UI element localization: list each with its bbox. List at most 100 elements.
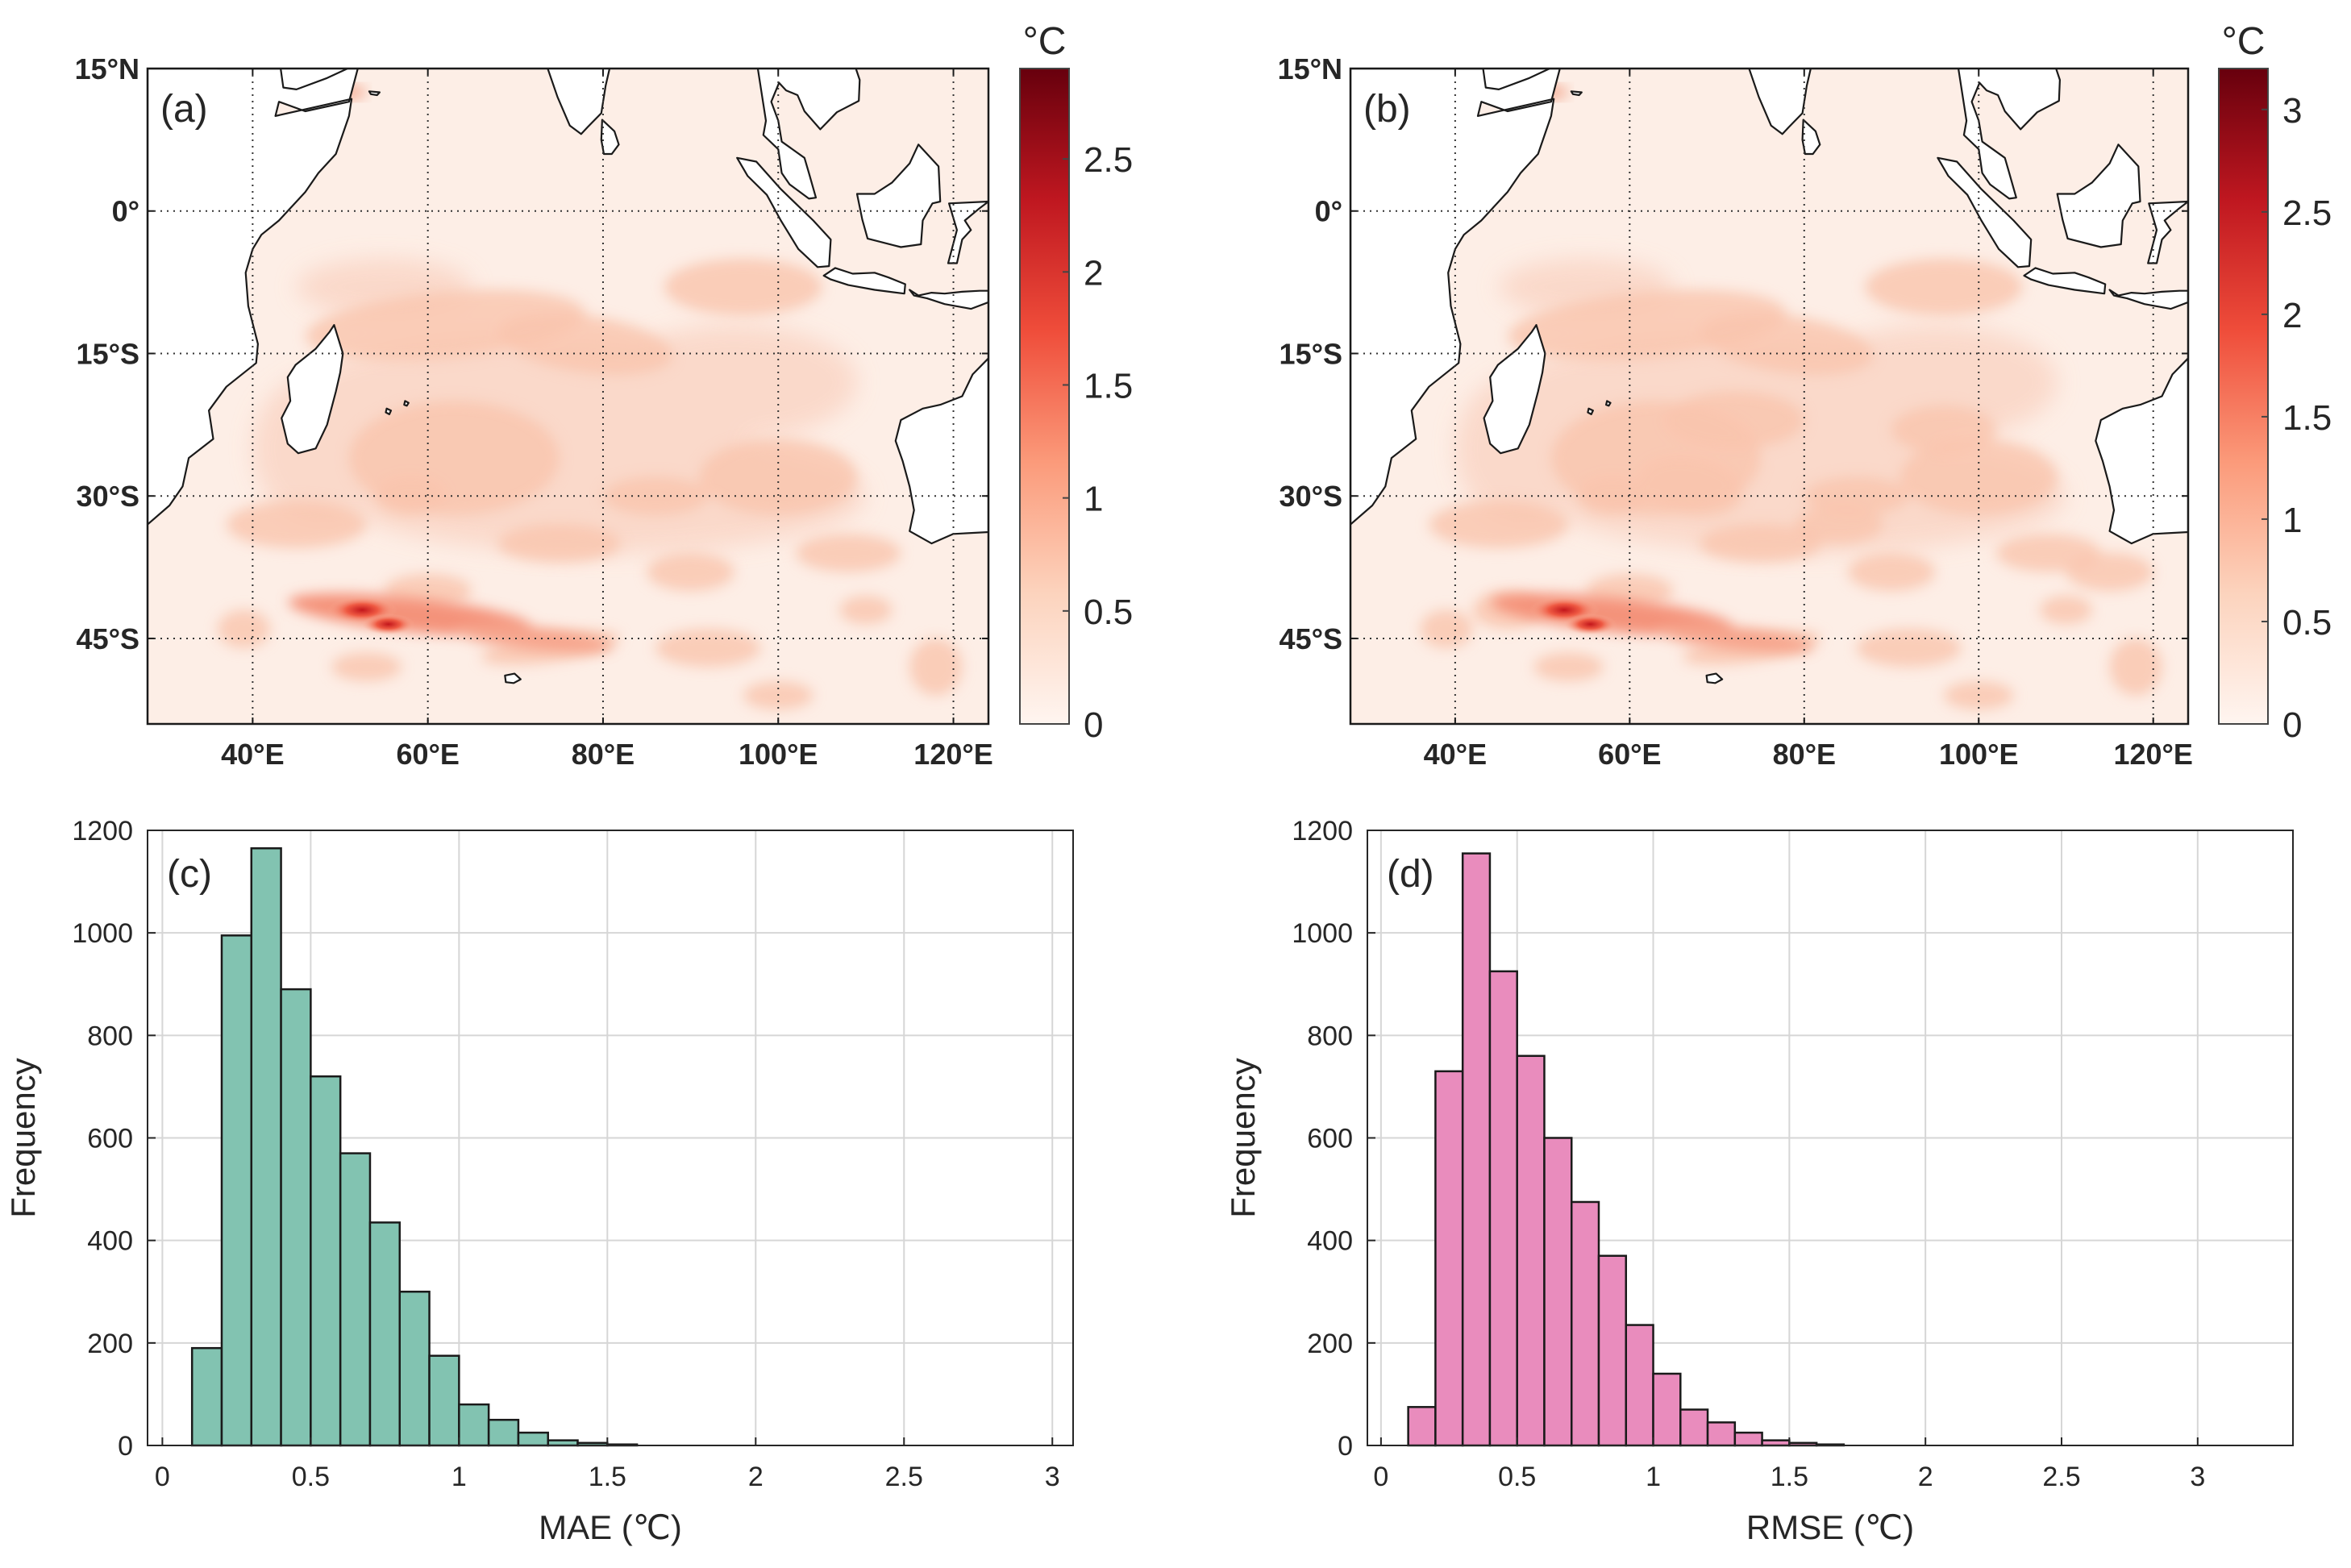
histogram-bar	[190, 1346, 223, 1447]
x-tick-label: 2	[748, 1462, 764, 1492]
histogram-bar	[1679, 1408, 1709, 1447]
land-australia	[894, 357, 988, 545]
map-panel-b: 40°E 60°E 80°E 100°E 120°E 15°N 0° 15°S 30°S 45°S…	[1278, 20, 2332, 771]
colorbar-tick-label: 2	[2282, 296, 2302, 335]
histogram-bar	[250, 847, 282, 1447]
panel-label: (d)	[1387, 853, 1434, 896]
error-patch	[1577, 476, 1647, 515]
agulhas-maximum	[362, 613, 415, 635]
land-africa	[148, 69, 359, 526]
agulhas-maximum	[1564, 613, 1617, 635]
histogram-bar	[1516, 1054, 1546, 1447]
y-tick-label: 200	[1307, 1329, 1353, 1359]
land	[148, 69, 988, 684]
x-axis-label: RMSE (℃)	[1746, 1508, 1914, 1546]
error-patch	[1638, 456, 1743, 517]
x-tick-label: 1	[451, 1462, 467, 1492]
histogram-bar	[368, 1221, 402, 1447]
lat-tick-label: 15°S	[77, 337, 139, 370]
error-patch	[1664, 391, 1804, 449]
y-tick-label: 800	[87, 1021, 133, 1051]
land-java	[822, 267, 906, 295]
lon-tick-label: 40°E	[221, 738, 284, 771]
lon-tick-label: 60°E	[1598, 738, 1661, 771]
histogram-bar	[1652, 1372, 1682, 1447]
land-sulawesi	[2147, 200, 2188, 264]
map-panel-a: 40°E 60°E 80°E 100°E 120°E 15°N 0° 15°S 30°S 45°S…	[75, 20, 1134, 771]
histogram-bar	[1597, 1254, 1628, 1447]
land	[1350, 69, 2188, 684]
lat-tick-label: 0°	[1315, 195, 1342, 228]
colorbar: 0 0.5 1 1.5 2 2.5 3 °C	[2218, 20, 2332, 745]
colorbar-tick-label: 1.5	[1084, 366, 1133, 406]
map-content	[1350, 69, 2188, 724]
land-reunion	[1587, 407, 1595, 416]
land-srilanka	[600, 119, 620, 156]
histogram-panel-c: 0 0.5 1 1.5 2 2.5 3 0 200 400 600 800 1000 1200 MAE (℃…	[4, 816, 1074, 1546]
histogram-bar	[1706, 1421, 1737, 1447]
land-kerguelen	[1705, 672, 1724, 684]
y-tick-label: 200	[87, 1329, 133, 1359]
colorbar-tick-label: 1	[2282, 501, 2302, 540]
y-tick-label: 400	[1307, 1226, 1353, 1257]
colorbar-tick-label: 0	[1084, 705, 1103, 745]
histogram-bar	[458, 1403, 490, 1447]
x-tick-label: 3	[1045, 1462, 1060, 1492]
x-tick-label: 2.5	[885, 1462, 923, 1492]
histogram-bar	[398, 1291, 431, 1447]
y-tick-label: 1200	[72, 816, 133, 846]
colorbar-unit-label: °C	[1023, 20, 1067, 63]
error-patch	[839, 595, 893, 625]
land-socotra	[368, 90, 381, 97]
x-tick-label: 3	[2190, 1462, 2205, 1492]
colorbar-gradient	[1019, 68, 1070, 725]
error-band	[611, 325, 858, 439]
histogram-bar	[1570, 1200, 1600, 1447]
agulhas-band-shape	[454, 624, 612, 653]
lat-tick-label: 15°S	[1280, 337, 1342, 370]
y-tick-label: 400	[87, 1226, 133, 1257]
error-patch	[1847, 552, 1936, 592]
histogram-bar	[1625, 1324, 1654, 1447]
x-tick-label: 0.5	[1498, 1462, 1536, 1492]
histogram-bar	[1461, 852, 1492, 1447]
error-patch	[1804, 476, 1909, 515]
x-tick-label: 2	[1918, 1462, 1933, 1492]
histogram-bar	[339, 1152, 372, 1447]
colorbar-gradient	[2218, 68, 2269, 725]
map-gridlines	[148, 69, 988, 724]
error-patch	[699, 439, 858, 515]
agulhas-band-shape	[1656, 624, 1813, 653]
map-gridlines	[1350, 69, 2188, 724]
x-tick-label: 0	[1373, 1462, 1388, 1492]
x-tick-label: 0	[155, 1462, 170, 1492]
colorbar-tick-label: 0.5	[2282, 603, 2332, 643]
error-patch	[1429, 501, 1569, 549]
land-india	[547, 69, 611, 135]
histogram-bar	[1733, 1431, 1763, 1447]
land-arabia	[216, 69, 350, 91]
histogram-panel-d: 0 0.5 1 1.5 2 2.5 3 0 200 400 600 800 1000 1200 RMSE (…	[1224, 816, 2294, 1546]
land-socotra	[1570, 90, 1583, 97]
error-patch	[1700, 313, 1874, 375]
land-mauritius	[1604, 400, 1612, 407]
land-kerguelen	[504, 672, 522, 684]
error-patch	[331, 652, 402, 681]
colorbar-tick-label: 0	[2282, 705, 2302, 745]
land-africa	[1350, 69, 1561, 526]
colorbar-tick-label: 2.5	[2282, 193, 2332, 233]
land-borneo	[855, 143, 942, 248]
lon-tick-label: 80°E	[572, 738, 635, 771]
error-patch	[1420, 609, 1473, 648]
land-arabia	[1419, 69, 1552, 91]
panel-label: (a)	[160, 88, 208, 131]
x-tick-label: 1	[1646, 1462, 1661, 1492]
histogram-bar	[310, 1075, 342, 1447]
error-patch	[1856, 629, 1962, 668]
histogram-bar	[517, 1431, 549, 1447]
histogram-bar	[280, 988, 312, 1447]
y-tick-label: 0	[118, 1431, 133, 1462]
x-axis-label: MAE (℃)	[539, 1508, 682, 1546]
histogram-bar	[428, 1354, 460, 1447]
